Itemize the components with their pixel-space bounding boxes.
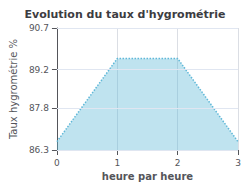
svg-text:2: 2	[175, 158, 181, 168]
svg-text:heure par heure: heure par heure	[102, 171, 193, 182]
svg-text:3: 3	[235, 158, 241, 168]
svg-text:Evolution du taux d'hygrométri: Evolution du taux d'hygrométrie	[25, 8, 226, 21]
svg-text:89.2: 89.2	[29, 65, 49, 75]
svg-text:90.7: 90.7	[29, 23, 49, 33]
svg-text:0: 0	[54, 158, 60, 168]
svg-text:87.8: 87.8	[29, 103, 49, 113]
svg-text:1: 1	[114, 158, 120, 168]
svg-text:86.3: 86.3	[29, 145, 49, 155]
svg-text:Taux hygrométrie %: Taux hygrométrie %	[8, 39, 19, 140]
